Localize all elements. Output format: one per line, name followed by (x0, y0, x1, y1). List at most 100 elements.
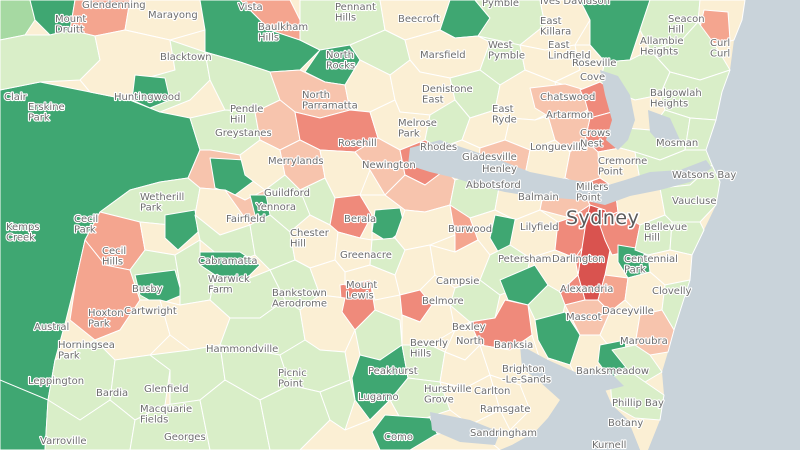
map-label-petersham: Petersham (498, 254, 551, 265)
map-label-balgowlah_heights: Balgowlah Heights (650, 88, 702, 110)
map-label-sandringham: Sandringham (470, 428, 537, 439)
map-label-roseville: Roseville (572, 58, 616, 69)
map-label-crows_nest: Crows Nest (580, 128, 610, 150)
map-label-como: Como (384, 432, 413, 443)
suburb-region[interactable] (124, 0, 206, 41)
suburb-region[interactable] (394, 204, 456, 251)
map-label-horningsea_park: Horningsea Park (58, 340, 115, 362)
map-label-daceyville: Daceyville (602, 306, 654, 317)
suburb-region[interactable] (0, 379, 49, 450)
map-label-austral: Austral (34, 322, 69, 333)
map-label-gladesville: Gladesville (462, 152, 517, 163)
map-label-pennant_hills: Pennant Hills (335, 2, 376, 24)
map-label-busby: Busby (132, 284, 163, 295)
map-label-millers_point: Millers Point (576, 182, 608, 204)
suburb-region[interactable] (661, 279, 691, 331)
map-label-pendle_hill: Pendle Hill (230, 104, 263, 126)
suburb-region[interactable] (529, 83, 591, 119)
map-label-cabramatta: Cabramatta (198, 256, 258, 267)
suburb-region[interactable] (319, 379, 356, 431)
map-label-east_lindfield: East Lindfield (548, 40, 591, 62)
map-label-yennora: Yennora (255, 202, 296, 213)
map-label-mount_lewis: Mount Lewis (346, 280, 377, 302)
map-label-alexandria: Alexandria (560, 284, 613, 295)
map-label-cecil_hills: Cecil Hills (102, 246, 126, 268)
map-label-bexley: Bexley (452, 322, 486, 333)
map-label-newington: Newington (362, 160, 416, 171)
map-label-abbotsford: Abbotsford (466, 180, 521, 191)
map-label-lugarno: Lugarno (358, 392, 399, 403)
suburb-region[interactable] (371, 414, 441, 450)
map-label-west_pymble: West Pymble (488, 40, 525, 62)
map-label-ramsgate: Ramsgate (480, 404, 530, 415)
map-label-marayong: Marayong (148, 10, 198, 21)
map-label-kemps_creek: Kemps Creek (6, 222, 40, 244)
suburb-region[interactable] (134, 269, 183, 306)
map-label-georges_hall: Georges (164, 432, 206, 443)
map-label-beverly_hills: Beverly Hills (410, 338, 448, 360)
map-label-cartwright: Cartwright (124, 306, 177, 317)
suburb-region[interactable] (0, 0, 36, 41)
map-label-macquarie_fields: Macquarie Fields (140, 404, 192, 426)
map-label-east_killara: East Killara (540, 16, 571, 38)
map-label-hammondville: Hammondville (206, 344, 278, 355)
map-label-hurstville_grove: Hurstville Grove (424, 384, 472, 406)
map-label-carlton: Carlton (474, 386, 510, 397)
map-label-warwick_farm: Warwick Farm (208, 274, 250, 296)
suburb-region[interactable] (344, 264, 401, 301)
map-label-maroubra: Maroubra (620, 336, 668, 347)
map-label-chatswood: Chatswood (540, 92, 595, 103)
map-label-vista: Vista (238, 2, 263, 13)
map-label-chester_hill: Chester Hill (290, 228, 330, 250)
map-label-greenacre: Greenacre (340, 250, 392, 261)
map-label-phillip_bay: Phillip Bay (612, 398, 664, 409)
map-label-vaucluse: Vaucluse (672, 196, 717, 207)
map-label-merrylands: Merrylands (268, 156, 324, 167)
suburb-region[interactable] (131, 74, 171, 109)
map-label-curl_curl: Curl Curl (710, 38, 730, 60)
map-label-huntingwood: Huntingwood (114, 92, 180, 103)
map-label-rhodes: Rhodes (420, 142, 457, 153)
map-label-berala: Berala (344, 214, 376, 225)
map-label-bankstown_aerodrome: Bankstown Aerodrome (272, 288, 327, 310)
map-label-north: North (456, 336, 484, 347)
map-label-banksmeadow: Banksmeadow (576, 366, 649, 377)
map-label-fairfield: Fairfield (226, 214, 265, 225)
map-label-clovelly: Clovelly (652, 286, 692, 297)
map-label-marsfield: Marsfield (420, 50, 466, 61)
map-label-campsie: Campsie (436, 276, 479, 287)
map-label-burwood: Burwood (448, 224, 492, 235)
map-label-balmain: Balmain (518, 192, 559, 203)
map-label-ives_davidson: Ives Davidson (540, 0, 610, 7)
map-label-east_ryde: East Ryde (492, 104, 517, 126)
suburb-region[interactable] (489, 374, 531, 431)
harbour-water (408, 70, 712, 450)
map-label-mascot: Mascot (566, 312, 602, 323)
map-label-banksia: Banksia (494, 340, 533, 351)
map-label-mount_druitt: Mount Druitt (55, 14, 86, 36)
map-label-melrose_park: Melrose Park (398, 118, 437, 140)
map-label-longueville: Longueville (530, 142, 587, 153)
map-label-pymble: Pymble (482, 0, 519, 9)
map-label-beecroft: Beecroft (398, 14, 440, 25)
map-label-brighton_le_sands: Brighton -Le-Sands (502, 364, 551, 386)
map-label-city: Sydney (566, 207, 639, 229)
map-label-cecil_park: Cecil Park (74, 214, 98, 236)
map-label-botany: Botany (608, 418, 643, 429)
map-label-watsons_bay: Watsons Bay (672, 170, 736, 181)
map-label-leppington: Leppington (28, 376, 84, 387)
map-label-bellevue_hill: Bellevue Hill (644, 222, 687, 244)
map-label-glendenning: Glendenning (82, 0, 146, 11)
map-label-erskine_park: Erskine Park (28, 102, 65, 124)
map-label-henley: Henley (482, 164, 517, 175)
map-label-peakhurst: Peakhurst (368, 366, 418, 377)
map-label-allambie_heights: Allambie Heights (640, 36, 684, 58)
map-label-guildford: Guildford (264, 188, 310, 199)
map-label-centennial_park: Centennial Park (624, 254, 678, 276)
map-label-hoxton_park: Hoxton Park (88, 308, 124, 330)
suburb-region[interactable] (164, 209, 199, 251)
suburb-region[interactable] (669, 221, 705, 256)
map-label-darlington: Darlington (552, 254, 605, 265)
